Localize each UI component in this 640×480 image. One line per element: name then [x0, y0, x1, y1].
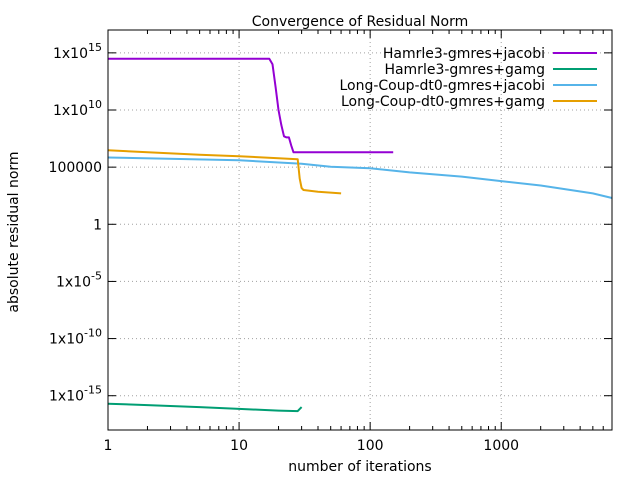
y-tick-label: 1x10-10	[49, 327, 102, 348]
series-lines	[107, 57, 613, 413]
series-line-1	[108, 57, 394, 154]
x-tick-label: 10	[230, 438, 248, 454]
y-tick-label: 100000	[49, 160, 102, 176]
axis-ticks: 1 10 100 1000 1x1015 1x1010 100000 1 1x10-5 1x10-…	[49, 30, 613, 454]
x-tick-label: 1	[104, 438, 113, 454]
series-line-2	[107, 402, 303, 413]
y-tick-label: 1x10-15	[49, 384, 102, 405]
legend-label: Hamrle3-gmres+gamg	[384, 62, 545, 78]
grid	[108, 30, 612, 430]
y-tick-label: 1x1015	[53, 41, 102, 62]
legend-label: Long-Coup-dt0-gmres+gamg	[341, 94, 545, 110]
series-line-3	[107, 156, 613, 199]
legend: Hamrle3-gmres+jacobiHamrle3-gmres+gamgLo…	[339, 46, 597, 110]
legend-label: Long-Coup-dt0-gmres+jacobi	[339, 78, 545, 94]
series-line-4	[107, 149, 342, 195]
y-axis-label: absolute residual norm	[6, 151, 22, 312]
x-tick-label: 1000	[483, 438, 519, 454]
x-tick-label: 100	[357, 438, 384, 454]
plot-frame	[107, 29, 613, 431]
x-axis-label: number of iterations	[288, 459, 431, 475]
y-tick-label: 1	[93, 217, 102, 233]
legend-label: Hamrle3-gmres+jacobi	[383, 46, 545, 62]
y-tick-label: 1x1010	[53, 98, 102, 119]
y-tick-label: 1x10-5	[56, 269, 102, 290]
chart-title: Convergence of Residual Norm	[252, 14, 468, 30]
